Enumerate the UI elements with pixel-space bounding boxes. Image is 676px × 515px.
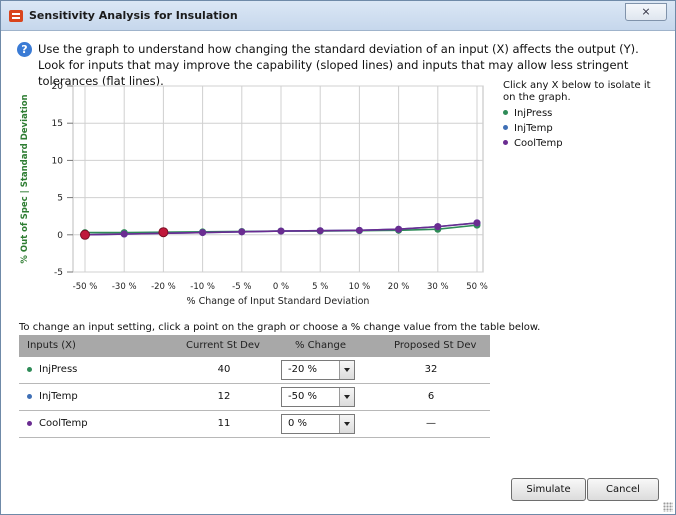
change-dropdown[interactable]: -20 %: [281, 360, 355, 380]
header-inputs: Inputs (X): [27, 340, 76, 351]
data-point-cooltemp: [120, 230, 128, 238]
data-point-cooltemp: [434, 223, 442, 231]
series-dot: [27, 367, 32, 372]
x-tick-label: 30 %: [427, 282, 449, 292]
cancel-button[interactable]: Cancel: [587, 478, 659, 501]
x-tick-label: 0 %: [273, 282, 289, 292]
data-point-cooltemp: [277, 227, 285, 235]
change-dropdown[interactable]: 0 %: [281, 414, 355, 434]
y-tick-label: 10: [52, 156, 64, 166]
y-tick-label: 15: [52, 119, 63, 129]
data-point-cooltemp: [473, 219, 481, 227]
current-stdev: 40: [217, 364, 231, 375]
sensitivity-chart[interactable]: -5 0 5 10 15 20 -50 % -30 % -20 % -10 % -5 % 0 % 5 %…: [13, 77, 503, 311]
dropdown-arrow-icon[interactable]: [339, 361, 354, 379]
legend-item-cooltemp[interactable]: CoolTemp: [503, 137, 563, 151]
input-name: InjPress: [39, 364, 78, 375]
plot-area: [72, 85, 484, 273]
table-row: InjPress 40 -20 % 32: [19, 357, 490, 384]
header-change: % Change: [295, 340, 346, 351]
current-stdev: 11: [217, 418, 231, 429]
header-current-stdev: Current St Dev: [186, 340, 260, 351]
app-icon: [9, 10, 23, 22]
proposed-stdev: —: [426, 418, 436, 429]
change-dropdown[interactable]: -50 %: [281, 387, 355, 407]
y-tick-label: 5: [57, 194, 63, 204]
x-tick-label: 10 %: [349, 282, 371, 292]
x-tick-label: -50 %: [73, 282, 98, 292]
legend-item-injpress[interactable]: InjPress: [503, 107, 552, 121]
proposed-stdev: 6: [427, 391, 435, 402]
legend-dot: [503, 109, 508, 115]
close-button[interactable]: ⨯: [625, 3, 667, 21]
change-value: 0 %: [288, 418, 308, 429]
data-point-cooltemp: [238, 228, 246, 236]
selected-point: [158, 227, 169, 238]
data-point-cooltemp: [316, 227, 324, 235]
title-bar: Sensitivity Analysis for Insulation ⨯: [1, 1, 675, 31]
x-tick-label: -5 %: [232, 282, 251, 292]
series-dot: [27, 394, 32, 399]
y-axis-label: % Out of Spec | Standard Deviation: [20, 94, 30, 263]
table-header: Inputs (X) Current St Dev % Change Propo…: [19, 335, 490, 357]
selected-point: [80, 229, 90, 240]
proposed-stdev: 32: [424, 364, 438, 375]
data-point-cooltemp: [355, 226, 363, 234]
table-row: InjTemp 12 -50 % 6: [19, 384, 490, 411]
legend-dot: [503, 139, 508, 145]
help-icon: ?: [17, 42, 32, 57]
data-point-cooltemp: [199, 229, 207, 237]
current-stdev: 12: [217, 391, 231, 402]
x-tick-label: -30 %: [112, 282, 137, 292]
change-value: -20 %: [288, 364, 318, 375]
dropdown-arrow-icon[interactable]: [339, 388, 354, 406]
x-tick-label: 20 %: [388, 282, 410, 292]
series-dot: [27, 421, 32, 426]
legend-label: CoolTemp: [514, 138, 563, 149]
resize-grip[interactable]: [663, 502, 673, 512]
legend-label: InjTemp: [514, 123, 553, 134]
legend-title: Click any X below to isolate it on the g…: [503, 80, 651, 103]
window-title: Sensitivity Analysis for Insulation: [29, 9, 238, 22]
inputs-table: Inputs (X) Current St Dev % Change Propo…: [19, 335, 490, 438]
y-tick-label: 20: [52, 82, 64, 92]
table-note: To change an input setting, click a poin…: [19, 322, 541, 333]
data-point-cooltemp: [395, 225, 403, 233]
legend-label: InjPress: [514, 108, 553, 119]
y-tick-label: 0: [57, 231, 63, 241]
x-tick-label: 5 %: [312, 282, 328, 292]
dropdown-arrow-icon[interactable]: [339, 415, 354, 433]
input-name: InjTemp: [39, 391, 78, 402]
x-axis-label: % Change of Input Standard Deviation: [187, 296, 370, 307]
y-tick-label: -5: [54, 268, 63, 278]
legend-item-injtemp[interactable]: InjTemp: [503, 122, 553, 136]
x-tick-label: -10 %: [190, 282, 215, 292]
legend-dot: [503, 124, 508, 130]
simulate-button[interactable]: Simulate: [511, 478, 586, 501]
input-name: CoolTemp: [39, 418, 88, 429]
x-tick-label: -20 %: [151, 282, 176, 292]
table-row: CoolTemp 11 0 % —: [19, 411, 490, 438]
x-tick-label: 50 %: [466, 282, 488, 292]
change-value: -50 %: [288, 391, 318, 402]
header-proposed-stdev: Proposed St Dev: [394, 340, 477, 351]
instructions-text: Use the graph to understand how changing…: [38, 42, 639, 88]
